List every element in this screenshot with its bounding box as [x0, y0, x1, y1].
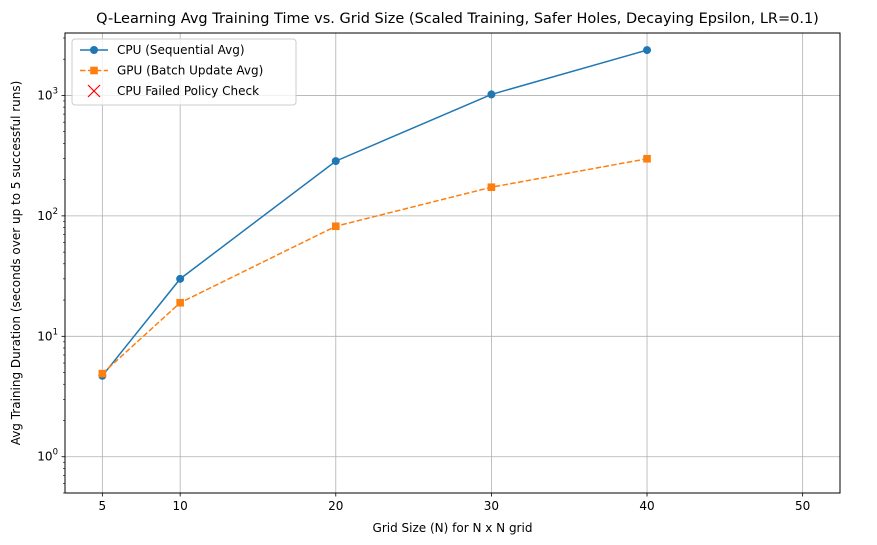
- data-point-0: [331, 157, 340, 166]
- grid: [65, 33, 840, 493]
- x-axis-title: Grid Size (N) for N x N grid: [373, 521, 533, 535]
- data-point-1: [487, 183, 496, 192]
- y-tick-label: 101: [37, 327, 58, 343]
- legend-marker: [90, 66, 98, 75]
- x-tick-label: 10: [173, 499, 188, 513]
- data-point-1: [98, 369, 107, 378]
- y-tick-label: 103: [37, 86, 58, 102]
- data-point-0: [176, 274, 185, 283]
- x-marker-stroke: [87, 84, 101, 98]
- legend-label: CPU (Sequential Avg): [117, 43, 245, 57]
- legend-item: CPU Failed Policy Check: [87, 84, 259, 98]
- legend-item: CPU (Sequential Avg): [80, 43, 245, 57]
- legend-marker: [90, 46, 98, 54]
- axis-ticks: 5 10 20 30 40 50 100 101 102 103: [37, 37, 810, 513]
- series-layer: [98, 46, 652, 380]
- x-tick-label: 40: [639, 499, 654, 513]
- legend-label: GPU (Batch Update Avg): [117, 64, 263, 78]
- plot-area-frame: [64, 32, 841, 494]
- x-tick-label: 5: [99, 499, 107, 513]
- data-point-1: [176, 298, 184, 307]
- x-tick-label: 30: [484, 499, 499, 513]
- x-tick-label: 20: [328, 499, 343, 513]
- legend: CPU (Sequential Avg) GPU (Batch Update Av…: [71, 38, 297, 106]
- data-point-1: [643, 154, 651, 163]
- x-tick-label: 50: [795, 499, 810, 513]
- legend-item: GPU (Batch Update Avg): [80, 64, 263, 78]
- y-axis-title: Avg Training Duration (seconds over up t…: [9, 81, 23, 446]
- legend-box: [71, 38, 297, 106]
- legend-label: CPU Failed Policy Check: [117, 84, 259, 98]
- data-point-1: [331, 222, 340, 231]
- data-point-0: [643, 46, 652, 55]
- y-tick-label: 100: [37, 448, 58, 464]
- legend-marker: [87, 84, 101, 98]
- data-point-0: [487, 90, 496, 99]
- y-tick-label: 102: [37, 207, 58, 223]
- chart-title: Q-Learning Avg Training Time vs. Grid Si…: [96, 11, 819, 27]
